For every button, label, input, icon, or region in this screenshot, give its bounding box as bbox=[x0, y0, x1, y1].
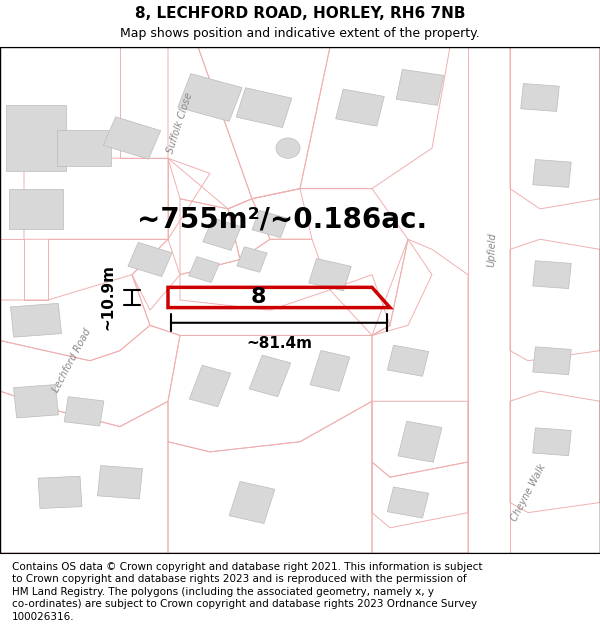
Bar bbox=[229, 481, 275, 524]
Bar bbox=[309, 259, 351, 291]
Bar bbox=[521, 84, 559, 111]
Text: 100026316.: 100026316. bbox=[12, 612, 74, 622]
Text: Lechford Road: Lechford Road bbox=[51, 328, 93, 394]
Bar bbox=[128, 242, 172, 277]
Text: Cheyne Walk: Cheyne Walk bbox=[509, 462, 547, 522]
Bar bbox=[57, 131, 111, 166]
Bar bbox=[533, 261, 571, 289]
Bar bbox=[178, 74, 242, 121]
Bar bbox=[252, 211, 288, 238]
Bar bbox=[310, 351, 350, 391]
Bar bbox=[387, 345, 429, 376]
Text: HM Land Registry. The polygons (including the associated geometry, namely x, y: HM Land Registry. The polygons (includin… bbox=[12, 587, 434, 597]
Bar bbox=[6, 105, 66, 171]
Text: ~755m²/~0.186ac.: ~755m²/~0.186ac. bbox=[137, 205, 427, 233]
Bar bbox=[398, 421, 442, 462]
Bar bbox=[38, 476, 82, 509]
Bar bbox=[396, 69, 444, 106]
Bar bbox=[188, 257, 220, 282]
Bar bbox=[64, 397, 104, 426]
Bar bbox=[533, 428, 571, 456]
Text: ~81.4m: ~81.4m bbox=[246, 336, 312, 351]
Text: 8: 8 bbox=[250, 288, 266, 308]
Circle shape bbox=[276, 138, 300, 158]
Text: Map shows position and indicative extent of the property.: Map shows position and indicative extent… bbox=[120, 28, 480, 40]
Bar bbox=[237, 247, 267, 272]
Text: Contains OS data © Crown copyright and database right 2021. This information is : Contains OS data © Crown copyright and d… bbox=[12, 562, 482, 572]
Bar bbox=[236, 88, 292, 128]
Text: Upfield: Upfield bbox=[487, 232, 497, 267]
Text: 8, LECHFORD ROAD, HORLEY, RH6 7NB: 8, LECHFORD ROAD, HORLEY, RH6 7NB bbox=[135, 6, 465, 21]
Bar bbox=[189, 365, 231, 407]
Bar bbox=[98, 466, 142, 499]
Bar bbox=[336, 89, 384, 126]
Bar bbox=[387, 487, 429, 518]
Text: co-ordinates) are subject to Crown copyright and database rights 2023 Ordnance S: co-ordinates) are subject to Crown copyr… bbox=[12, 599, 477, 609]
Bar bbox=[9, 189, 63, 229]
Text: Suffolk Close: Suffolk Close bbox=[166, 91, 194, 154]
Text: to Crown copyright and database rights 2023 and is reproduced with the permissio: to Crown copyright and database rights 2… bbox=[12, 574, 467, 584]
Bar bbox=[203, 218, 241, 251]
Bar bbox=[103, 117, 161, 159]
Bar bbox=[14, 384, 58, 418]
Bar bbox=[11, 303, 61, 337]
Bar bbox=[533, 159, 571, 188]
Text: ~10.9m: ~10.9m bbox=[101, 264, 115, 331]
Bar bbox=[249, 355, 291, 397]
Bar bbox=[533, 347, 571, 374]
